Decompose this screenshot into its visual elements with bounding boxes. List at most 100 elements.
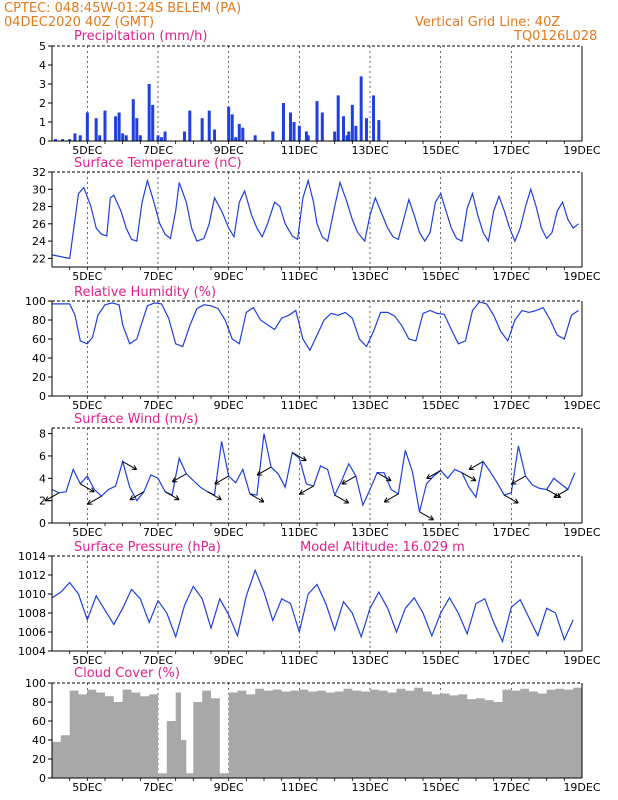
precip-bar bbox=[54, 139, 58, 141]
precip-bar bbox=[304, 131, 308, 141]
x-tick-label: 13DEC bbox=[351, 399, 388, 412]
precip-bar bbox=[306, 135, 310, 141]
model-altitude-label: Model Altitude: 16.029 m bbox=[300, 540, 465, 555]
precip-bar bbox=[359, 76, 363, 141]
wind-arrow bbox=[207, 491, 222, 501]
wind-arrow-head bbox=[428, 515, 434, 521]
panel-2: 5DEC 7DEC 9DEC 11DEC 13DEC 15DEC 17DEC 19DEC 0 20… bbox=[25, 295, 601, 412]
y-tick-label: 20 bbox=[32, 753, 46, 766]
wind-arrow-head bbox=[513, 498, 519, 504]
wind-arrow-shaft bbox=[384, 493, 399, 503]
wind-arrow-head bbox=[511, 479, 517, 485]
x-tick-label: 5DEC bbox=[72, 781, 102, 794]
x-tick-label: 15DEC bbox=[422, 399, 459, 412]
wind-arrow-head bbox=[174, 495, 180, 501]
precip-bar bbox=[135, 118, 139, 141]
wind-arrow-head bbox=[131, 465, 138, 471]
wind-arrow bbox=[376, 472, 392, 482]
x-tick-label: 19DEC bbox=[563, 654, 600, 667]
x-tick-label: 7DEC bbox=[143, 270, 173, 283]
wind-arrow bbox=[504, 494, 519, 504]
x-tick-label: 9DEC bbox=[214, 399, 244, 412]
x-tick-label: 19DEC bbox=[563, 399, 600, 412]
wind-arrow bbox=[468, 461, 484, 471]
wind-arrow bbox=[341, 475, 357, 485]
x-tick-label: 9DEC bbox=[214, 526, 244, 539]
precip-bar bbox=[117, 112, 121, 141]
wind-arrow bbox=[256, 466, 272, 476]
precip-bar bbox=[213, 129, 217, 141]
precip-bar bbox=[200, 118, 204, 141]
wind-arrow bbox=[214, 475, 229, 485]
precip-bar bbox=[156, 135, 160, 141]
y-tick-label: 5 bbox=[39, 40, 46, 53]
wind-arrow bbox=[299, 485, 314, 495]
precip-bar bbox=[377, 120, 381, 141]
x-tick-label: 19DEC bbox=[563, 144, 600, 157]
x-tick-label: 5DEC bbox=[72, 270, 102, 283]
precip-bar bbox=[345, 135, 349, 141]
grid-note: Vertical Grid Line: 40Z bbox=[415, 15, 560, 30]
x-tick-label: 9DEC bbox=[214, 781, 244, 794]
wind-arrow bbox=[461, 472, 477, 482]
wind-arrow bbox=[129, 491, 145, 501]
wind-arrow-shaft bbox=[341, 475, 357, 485]
precip-bar bbox=[61, 139, 65, 141]
precip-bar bbox=[78, 135, 82, 141]
wind-arrow-head bbox=[341, 479, 347, 485]
wind-arrow-head bbox=[383, 497, 390, 503]
wind-arrow-shaft bbox=[553, 489, 569, 498]
wind-arrow-head bbox=[470, 476, 477, 482]
wind-arrow bbox=[511, 475, 526, 485]
x-tick-label: 15DEC bbox=[422, 144, 459, 157]
temperature-title: Surface Temperature (nC) bbox=[74, 156, 242, 171]
precip-bar bbox=[138, 135, 142, 141]
y-tick-label: 0 bbox=[39, 517, 46, 530]
x-tick-label: 7DEC bbox=[143, 144, 173, 157]
series-line bbox=[51, 178, 579, 260]
wind-arrow-shaft bbox=[468, 461, 484, 470]
x-tick-label: 7DEC bbox=[143, 526, 173, 539]
series-line bbox=[52, 301, 579, 352]
x-tick-label: 5DEC bbox=[72, 399, 102, 412]
y-tick-label: 20 bbox=[32, 371, 46, 384]
x-tick-label: 19DEC bbox=[563, 781, 600, 794]
wind-arrow bbox=[419, 511, 434, 521]
wind-arrow-head bbox=[343, 498, 350, 504]
wind-arrow-shaft bbox=[164, 491, 180, 501]
y-tick-label: 8 bbox=[39, 428, 46, 441]
y-tick-label: 3 bbox=[39, 78, 46, 91]
wind-arrow-shaft bbox=[504, 494, 519, 504]
x-tick-label: 15DEC bbox=[422, 526, 459, 539]
wind-arrow-shaft bbox=[546, 489, 561, 498]
y-tick-label: 1010 bbox=[18, 588, 46, 601]
y-tick-label: 4 bbox=[39, 59, 46, 72]
precip-bar bbox=[131, 99, 135, 141]
y-tick-label: 60 bbox=[32, 715, 46, 728]
wind-arrow bbox=[87, 495, 102, 505]
precip-bar bbox=[234, 137, 238, 141]
precip-bar bbox=[183, 131, 186, 141]
wind-arrow-shaft bbox=[172, 473, 187, 483]
x-tick-label: 13DEC bbox=[351, 526, 388, 539]
wind-arrow-head bbox=[216, 495, 222, 501]
x-tick-label: 11DEC bbox=[281, 781, 318, 794]
x-tick-label: 13DEC bbox=[351, 654, 388, 667]
x-tick-label: 17DEC bbox=[493, 526, 530, 539]
station-header: CPTEC: 048:45W-01:24S BELEM (PA) bbox=[4, 1, 241, 16]
x-tick-label: 17DEC bbox=[493, 270, 530, 283]
precip-bar bbox=[347, 131, 351, 141]
run-date: 04DEC2020 40Z (GMT) bbox=[4, 15, 154, 30]
panel-1: 5DEC 7DEC 9DEC 11DEC 13DEC 15DEC 17DEC 19DEC 22 2… bbox=[32, 166, 601, 283]
precip-bar bbox=[271, 131, 275, 141]
wind-arrow-shaft bbox=[419, 511, 434, 521]
y-tick-label: 2 bbox=[39, 97, 46, 110]
wind-arrow-shaft bbox=[207, 491, 222, 501]
wind-arrow-shaft bbox=[249, 493, 265, 503]
wind-arrow-head bbox=[214, 479, 220, 485]
precip-bar bbox=[333, 131, 337, 141]
wind-arrow-shaft bbox=[511, 475, 526, 485]
y-tick-label: 80 bbox=[32, 314, 46, 327]
x-tick-label: 15DEC bbox=[422, 781, 459, 794]
